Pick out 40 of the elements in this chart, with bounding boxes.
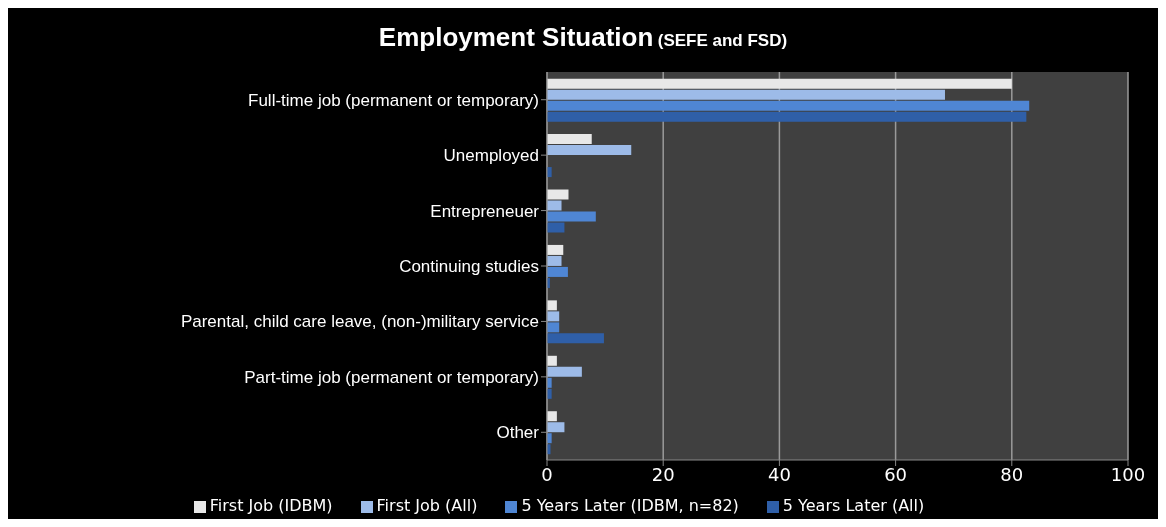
bar [547, 145, 632, 156]
bar [547, 300, 557, 311]
legend-label: 5 Years Later (IDBM, n=82) [521, 496, 739, 515]
bar [547, 100, 1030, 111]
x-tick-label: 40 [767, 463, 791, 485]
bar [547, 111, 1027, 122]
x-tick-label: 80 [1000, 463, 1024, 485]
bar [547, 366, 582, 377]
x-tick-label: 100 [1110, 463, 1146, 485]
bar [547, 134, 592, 145]
bar [547, 355, 557, 366]
bar [547, 333, 604, 344]
bar [547, 89, 945, 100]
x-tick-label: 0 [541, 463, 553, 485]
x-tick-label: 20 [651, 463, 675, 485]
y-tick-label: Continuing studies [399, 257, 539, 277]
bar [547, 322, 560, 333]
y-tick-label: Entrepreneuer [430, 201, 540, 221]
legend-label: 5 Years Later (All) [782, 496, 925, 515]
y-tick-label: Unemployed [443, 146, 539, 166]
bar [547, 222, 565, 233]
bar [547, 255, 562, 266]
bar [547, 244, 564, 255]
bar [547, 189, 569, 200]
legend-label: First Job (IDBM) [209, 496, 333, 515]
bar [547, 266, 568, 277]
y-tick-label: Other [496, 423, 540, 443]
y-tick-label: Parental, child care leave, (non-)military service [180, 312, 539, 332]
chart-subtitle: (SEFE and FSD) [657, 31, 788, 50]
bar [547, 211, 596, 222]
chart-title: Employment Situation [378, 22, 654, 52]
x-tick-label: 60 [884, 463, 908, 485]
y-tick-label: Part-time job (permanent or temporary) [244, 367, 539, 387]
bar [547, 78, 1012, 89]
bar [547, 200, 562, 211]
bar [547, 411, 557, 422]
bar [547, 311, 560, 322]
bar [547, 422, 565, 433]
legend-label: First Job (All) [376, 496, 478, 515]
y-tick-label: Full-time job (permanent or temporary) [248, 90, 539, 110]
